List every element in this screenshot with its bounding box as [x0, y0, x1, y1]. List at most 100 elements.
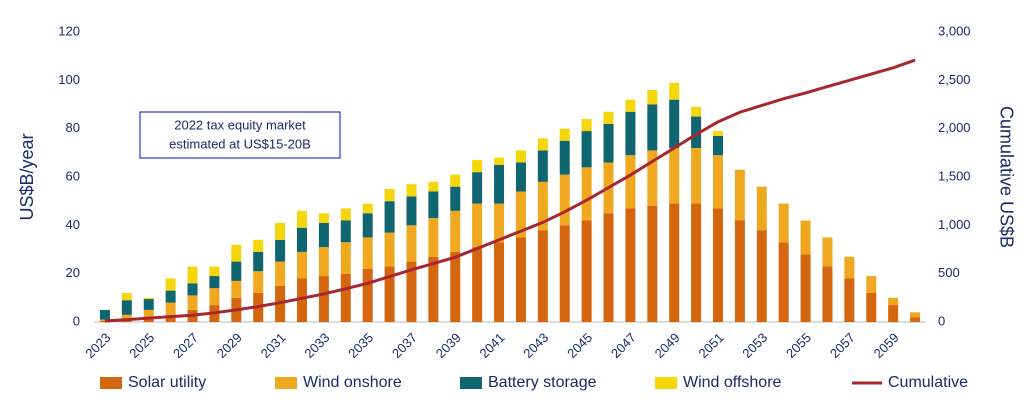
- y-tick-label: 20: [66, 265, 80, 280]
- bar-segment: [450, 251, 461, 322]
- bar-segment: [165, 314, 176, 322]
- y2-tick-label: 2,500: [938, 72, 971, 87]
- bar-segment: [647, 90, 658, 105]
- bar-segment: [187, 283, 198, 296]
- y2-tick-label: 500: [938, 265, 960, 280]
- bar-segment: [713, 131, 723, 136]
- bar-segment: [691, 116, 702, 148]
- bar-segment: [318, 222, 329, 248]
- bar-segment: [406, 196, 417, 226]
- bar-segment: [559, 225, 570, 322]
- bar-segment: [231, 244, 242, 262]
- bar-segment: [99, 309, 110, 320]
- x-tick-label: 2025: [126, 330, 157, 361]
- y2-tick-label: 1,000: [938, 217, 971, 232]
- bar-segment: [625, 99, 636, 112]
- x-tick-label: 2047: [608, 330, 639, 361]
- x-tick-label: 2051: [695, 330, 726, 361]
- bar-segment: [362, 203, 373, 214]
- x-tick-label: 2055: [783, 330, 814, 361]
- bar-segment: [297, 278, 307, 322]
- x-tick-label: 2031: [258, 330, 289, 361]
- bar-segment: [800, 254, 811, 322]
- legend-marker: [100, 377, 122, 389]
- bar-segment: [275, 222, 286, 240]
- x-tick-label: 2049: [652, 330, 683, 361]
- bar-segment: [822, 266, 833, 322]
- legend-label: Wind onshore: [303, 374, 402, 391]
- bar-segment: [143, 309, 154, 318]
- annotation-box: [139, 111, 341, 159]
- bar-segment: [778, 242, 789, 322]
- bar-segment: [581, 131, 592, 168]
- x-tick-label: 2053: [739, 330, 770, 361]
- bar-segment: [143, 299, 154, 310]
- bar-segment: [559, 140, 570, 175]
- bar-segment: [231, 261, 242, 281]
- legend-label: Solar utility: [128, 374, 206, 391]
- bar-segment: [625, 111, 636, 156]
- legend-label: Battery storage: [488, 374, 597, 391]
- bar-segment: [691, 203, 702, 322]
- y2-tick-label: 3,000: [938, 23, 971, 38]
- bar-segment: [318, 247, 329, 277]
- bar-segment: [253, 251, 264, 272]
- bar-segment: [340, 273, 351, 322]
- bar-segment: [647, 206, 658, 322]
- bar-segment: [472, 160, 483, 173]
- bar-segment: [121, 300, 132, 315]
- bar-segment: [844, 278, 855, 322]
- bar-segment: [800, 220, 811, 255]
- y-tick-label: 120: [58, 23, 80, 38]
- bar-segment: [450, 186, 461, 211]
- bar-segment: [537, 181, 548, 231]
- bar-segment: [121, 293, 132, 301]
- bar-segment: [691, 148, 702, 204]
- bar-segment: [406, 261, 417, 322]
- bar-segment: [494, 242, 505, 322]
- bar-segment: [209, 266, 220, 277]
- y2-axis-label: Cumulative US$B: [996, 106, 1016, 248]
- bar-segment: [406, 184, 417, 197]
- bar-segment: [603, 213, 614, 322]
- bar-segment: [515, 191, 526, 238]
- bar-segment: [866, 293, 877, 322]
- bar-segment: [297, 251, 307, 279]
- y-tick-label: 60: [66, 168, 80, 183]
- bar-segment: [362, 237, 373, 269]
- bar-segment: [121, 314, 132, 320]
- bar-segment: [340, 242, 351, 274]
- bar-segment: [647, 150, 658, 206]
- bar-segment: [297, 210, 307, 228]
- x-tick-label: 2037: [389, 330, 420, 361]
- y2-tick-label: 1,500: [938, 168, 971, 183]
- legend-marker: [275, 377, 297, 389]
- x-tick-label: 2059: [871, 330, 902, 361]
- bar-segment: [318, 213, 329, 223]
- bar-segment: [340, 208, 351, 221]
- bar-segment: [756, 230, 767, 322]
- bar-segment: [537, 150, 548, 182]
- x-tick-label: 2057: [827, 330, 858, 361]
- x-tick-label: 2033: [301, 330, 332, 361]
- bar-segment: [99, 320, 110, 322]
- bar-segment: [428, 181, 439, 192]
- bar-segment: [384, 201, 395, 233]
- bar-segment: [362, 268, 373, 322]
- bar-segment: [143, 297, 154, 300]
- bar-segment: [559, 128, 570, 141]
- bar-segment: [778, 203, 789, 243]
- bar-segment: [187, 295, 198, 310]
- legend-marker: [655, 377, 677, 389]
- x-tick-label: 2043: [520, 330, 551, 361]
- bar-segment: [669, 99, 680, 148]
- y-tick-label: 40: [66, 217, 80, 232]
- bar-segment: [384, 266, 395, 322]
- bar-segment: [515, 150, 526, 163]
- bar-segment: [494, 164, 505, 204]
- bar-segment: [450, 174, 461, 187]
- legend-label: Cumulative: [888, 374, 968, 391]
- bar-segment: [713, 208, 723, 322]
- bar-segment: [603, 123, 614, 163]
